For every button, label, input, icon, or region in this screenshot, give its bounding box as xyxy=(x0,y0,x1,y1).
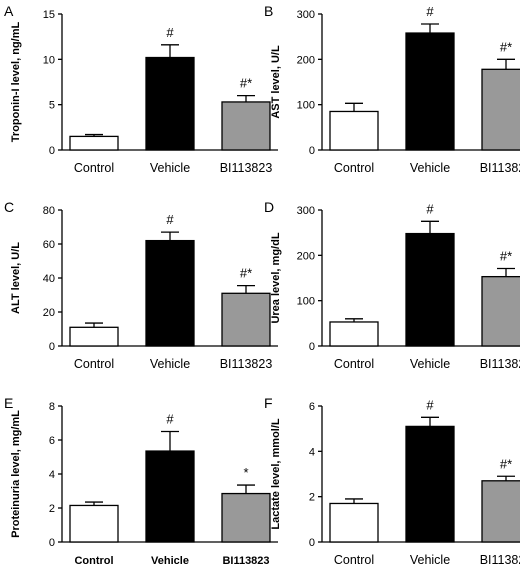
bar-vehicle xyxy=(405,232,455,347)
category-label: Vehicle xyxy=(410,357,450,371)
bar-vehicle xyxy=(405,425,455,543)
category-label: Control xyxy=(334,553,374,567)
significance-marker: #* xyxy=(500,248,512,263)
y-tick-label: 0 xyxy=(49,341,55,353)
bar-control xyxy=(329,110,379,151)
y-axis-label: AST level, U/L xyxy=(270,45,282,119)
significance-marker: # xyxy=(426,4,434,19)
chart-svg: B AST level, U/L 0 100 200 300 Control # Vehicle… xyxy=(264,3,520,175)
y-tick-label: 40 xyxy=(43,273,55,285)
category-label: BI113823 xyxy=(220,161,273,175)
y-tick-label: 300 xyxy=(297,205,315,217)
significance-marker: #* xyxy=(500,39,512,54)
significance-marker: #* xyxy=(240,76,252,91)
bar-vehicle xyxy=(405,32,455,151)
y-tick-label: 5 xyxy=(49,100,55,112)
category-label: Control xyxy=(334,357,374,371)
panel-letter: C xyxy=(4,199,14,215)
bar-bi113823 xyxy=(481,68,520,151)
y-axis-label: Troponin-I level, ng/mL xyxy=(10,22,22,143)
y-tick-label: 4 xyxy=(309,446,315,458)
panel-letter: B xyxy=(264,3,273,19)
y-tick-label: 6 xyxy=(309,401,315,413)
significance-marker: # xyxy=(166,412,174,427)
bar-bi113823 xyxy=(221,101,271,151)
y-tick-label: 20 xyxy=(43,307,55,319)
category-label: Control xyxy=(74,555,113,567)
y-tick-label: 6 xyxy=(49,435,55,447)
y-tick-label: 15 xyxy=(43,9,55,21)
category-label: Vehicle xyxy=(410,161,450,175)
y-tick-label: 100 xyxy=(297,296,315,308)
significance-marker: # xyxy=(426,201,434,216)
bar-bi113823 xyxy=(221,492,271,543)
y-tick-label: 0 xyxy=(49,145,55,157)
bar-control xyxy=(69,326,119,347)
y-tick-label: 300 xyxy=(297,9,315,21)
bar-bi113823 xyxy=(221,292,271,347)
category-label: BI113823 xyxy=(480,357,520,371)
bar-vehicle xyxy=(145,239,195,347)
category-label: Control xyxy=(334,161,374,175)
bar-control xyxy=(69,504,119,543)
category-label: BI113823 xyxy=(480,161,520,175)
bar-vehicle xyxy=(145,56,195,151)
bar-control xyxy=(329,502,379,543)
y-tick-label: 8 xyxy=(49,401,55,413)
chart-svg: D Urea level, mg/dL 0 100 200 300 Control # Vehi… xyxy=(264,199,520,371)
category-label: BI113823 xyxy=(222,555,269,567)
y-tick-label: 0 xyxy=(309,145,315,157)
chart-svg: C ALT level, U/L 0 20 40 60 80 Control # Vehicle #… xyxy=(4,199,278,371)
y-tick-label: 80 xyxy=(43,205,55,217)
chart-svg: F Lactate level, mmol/L 0 2 4 6 Control # Vehicl… xyxy=(264,395,520,567)
y-axis-label: Proteinuria level, mg/mL xyxy=(10,410,22,538)
chart-panel-a: A Troponin-I level, ng/mL 0 5 10 15 Control # Ve… xyxy=(0,0,278,196)
significance-marker: # xyxy=(426,397,434,412)
y-tick-label: 0 xyxy=(309,341,315,353)
y-tick-label: 2 xyxy=(309,492,315,504)
bar-bi113823 xyxy=(481,275,520,347)
chart-svg: A Troponin-I level, ng/mL 0 5 10 15 Control # Ve… xyxy=(4,3,278,175)
category-label: Vehicle xyxy=(150,161,190,175)
y-tick-label: 2 xyxy=(49,503,55,515)
significance-marker: # xyxy=(166,25,174,40)
y-tick-label: 10 xyxy=(43,54,55,66)
category-label: Vehicle xyxy=(151,555,189,567)
chart-panel-d: D Urea level, mg/dL 0 100 200 300 Control # Vehi… xyxy=(260,196,520,392)
chart-panel-f: F Lactate level, mmol/L 0 2 4 6 Control # Vehicl… xyxy=(260,392,520,588)
y-axis-label: Urea level, mg/dL xyxy=(270,232,282,323)
y-tick-label: 200 xyxy=(297,54,315,66)
category-label: BI113823 xyxy=(220,357,273,371)
y-tick-label: 60 xyxy=(43,239,55,251)
chart-panel-c: C ALT level, U/L 0 20 40 60 80 Control # Vehicle #… xyxy=(0,196,278,392)
panel-letter: D xyxy=(264,199,274,215)
category-label: BI113823 xyxy=(480,553,520,567)
y-tick-label: 100 xyxy=(297,100,315,112)
significance-marker: # xyxy=(166,212,174,227)
category-label: Vehicle xyxy=(410,553,450,567)
y-tick-label: 200 xyxy=(297,250,315,262)
bar-bi113823 xyxy=(481,480,520,543)
significance-marker: #* xyxy=(240,266,252,281)
category-label: Control xyxy=(74,161,114,175)
bar-control xyxy=(69,135,119,151)
y-tick-label: 0 xyxy=(49,537,55,549)
category-label: Vehicle xyxy=(150,357,190,371)
panel-letter: E xyxy=(4,395,13,411)
y-tick-label: 4 xyxy=(49,469,55,481)
category-label: Control xyxy=(74,357,114,371)
bar-vehicle xyxy=(145,450,195,543)
significance-marker: #* xyxy=(500,456,512,471)
chart-panel-b: B AST level, U/L 0 100 200 300 Control # Vehicle… xyxy=(260,0,520,196)
panel-letter: A xyxy=(4,3,14,19)
y-tick-label: 0 xyxy=(309,537,315,549)
chart-panel-e: E Proteinuria level, mg/mL 0 2 4 6 8 Control # Ve… xyxy=(0,392,278,588)
y-axis-label: ALT level, U/L xyxy=(10,242,22,314)
bar-control xyxy=(329,321,379,347)
panel-letter: F xyxy=(264,395,273,411)
y-axis-label: Lactate level, mmol/L xyxy=(270,418,282,530)
significance-marker: * xyxy=(243,465,248,480)
